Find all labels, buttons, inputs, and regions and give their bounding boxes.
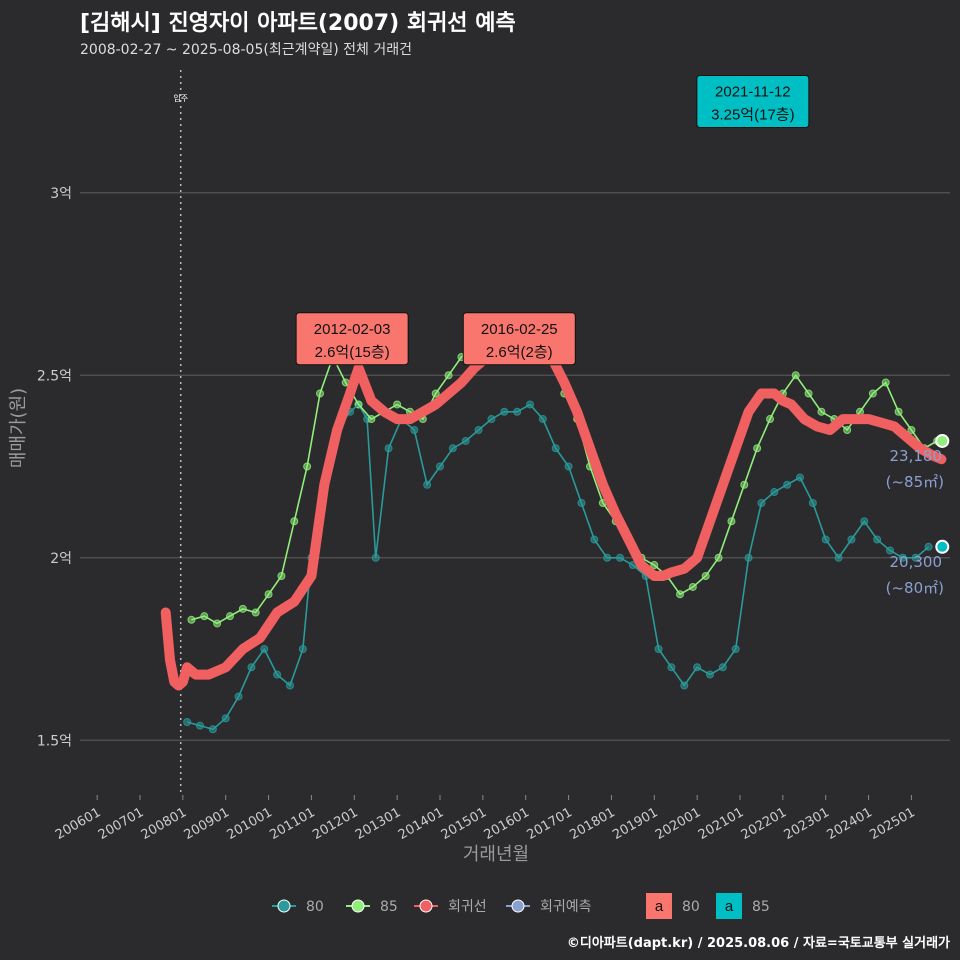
annotation-date: 2016-02-25 [481,321,558,338]
credit-text: ©디아파트(dapt.kr) / 2025.08.06 / 자료=국토교통부 실… [567,935,950,951]
annotation-date: 2021-11-12 [715,84,791,101]
x-axis-title: 거래년월 [463,844,529,865]
legend-label: 80 [306,899,324,915]
legend-marker [511,899,525,913]
legend: 80 85 회귀선 회귀예측 a 80 a 85 [272,893,770,919]
y-tick-label: 2.5억 [37,368,72,384]
legend-label: 회귀선 [448,899,487,915]
move-in-line: 입주 [173,70,188,795]
end-label-unit: (~80㎡) [886,579,944,597]
end-label-unit: (~85㎡) [886,473,944,491]
y-tick-label: 2억 [50,551,72,567]
legend-label: 회귀예측 [540,899,592,915]
annotation-box [696,75,810,128]
end-label-value: 23,180 [890,447,943,465]
legend-swatch-glyph: a [655,898,664,915]
legend-marker [419,899,433,913]
legend-label: 85 [380,899,398,915]
end-point-80 [935,539,950,554]
chart-title: [김해시] 진영자이 아파트(2007) 회귀선 예측 [80,11,516,36]
legend-swatch-label: 85 [752,899,770,915]
end-point-85 [935,433,950,448]
annotation-box [462,312,576,366]
annotation-box [295,312,409,366]
legend-label-swatch [716,893,742,919]
y-tick-label: 3억 [50,186,72,202]
annotation-value: 2.6억(2층) [486,344,553,361]
annotation-value: 2.6억(15층) [315,344,390,361]
legend-marker [351,899,365,913]
annotation-date: 2012-02-03 [314,321,391,338]
grid-layer [80,192,950,741]
chart-subtitle: 2008-02-27 ~ 2025-08-05(최근계약일) 전체 거래건 [80,42,412,58]
end-label-value: 20,300 [890,553,943,571]
annotation-layer: 2012-02-03 2.6억(15층) 2016-02-25 2.6억(2층) 202… [295,75,950,597]
annotation-value: 3.25억(17층) [711,107,794,124]
legend-swatch-glyph: a [725,898,734,915]
y-axis-title: 매매가(원) [8,388,29,468]
move-in-label: 입주 [173,94,188,103]
legend-label-swatch [646,893,672,919]
legend-swatch-label: 80 [682,899,700,915]
y-tick-label: 1.5억 [37,733,72,749]
legend-marker [277,899,291,913]
